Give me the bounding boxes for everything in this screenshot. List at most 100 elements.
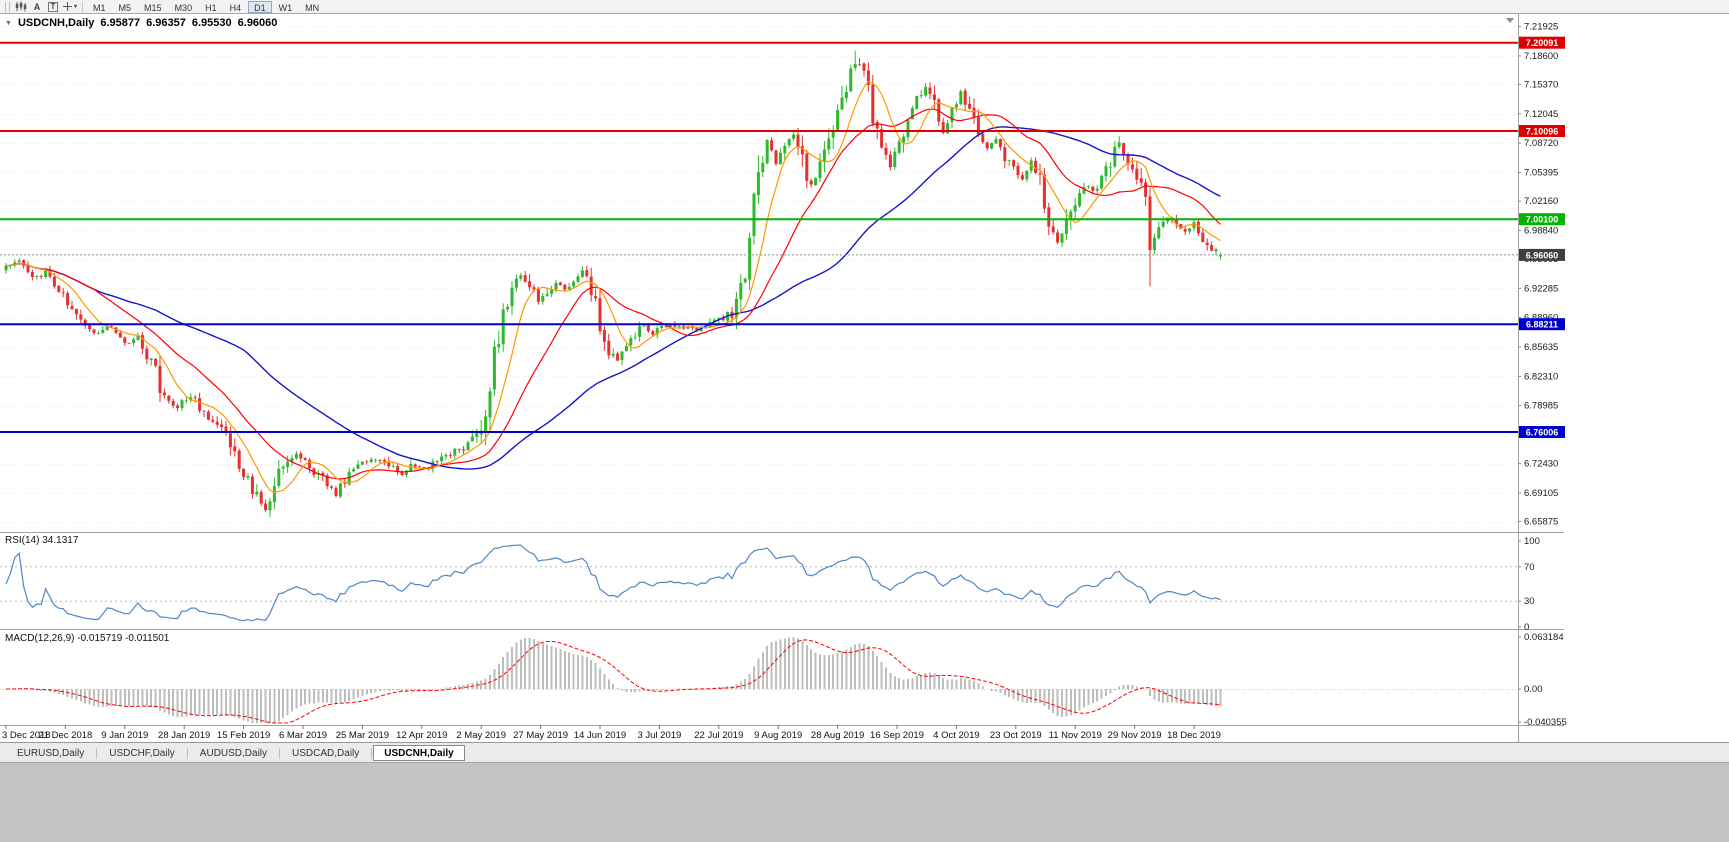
chart-canvas[interactable]: 7.21925 7.18600 7.15370 7.12045 7.08720 7.053… [0,14,1729,742]
time-axis-label: 28 Jan 2019 [158,730,210,741]
svg-text:7.00100: 7.00100 [1526,215,1559,225]
chart-tab-usdchf[interactable]: USDCHF,Daily [109,748,175,759]
chart-shift-marker[interactable] [1506,18,1514,23]
candlestick-series[interactable] [4,50,1222,517]
macd-axis-label: 0.00 [1524,684,1543,695]
text-label-tool-letter: A [33,1,41,12]
tab-separator [186,747,188,759]
timeframe-buttons: M1 M5 M15 M30 H1 H4 D1 W1 MN [87,0,325,13]
price-axis-label: 6.98840 [1524,225,1558,236]
price-axis-label: 7.21925 [1524,21,1558,32]
chart-tab-usdcnh[interactable]: USDCNH,Daily [373,745,465,761]
price-tag: 7.00100 [1519,213,1565,226]
price-tag: 7.10096 [1519,125,1565,137]
time-axis-label: 2 May 2019 [456,730,506,741]
macd-label: MACD(12,26,9) -0.015719 -0.011501 [5,633,170,644]
price-tag: 6.96060 [1519,248,1565,261]
toolbar-grip[interactable] [5,1,10,12]
dropdown-caret-icon: ▾ [74,4,78,10]
timeframe-d1[interactable]: D1 [248,0,272,13]
chart-tab-usdcad[interactable]: USDCAD,Daily [292,748,360,759]
timeframe-m1[interactable]: M1 [93,2,106,13]
macd-axis-label: -0.040355 [1524,717,1567,728]
quote-low: 6.95530 [191,17,232,29]
text-label-tool-icon[interactable]: A [30,1,44,13]
one-click-collapse-icon[interactable]: ▼ [5,19,12,27]
time-axis-label: 29 Nov 2019 [1108,730,1162,741]
symbol-name: USDCNH,Daily [17,17,95,29]
price-axis-label: 7.18600 [1524,51,1558,62]
timeframe-h4[interactable]: H4 [229,2,242,13]
price-axis-label: 6.69105 [1524,488,1558,499]
rsi-axis-label: 0 [1524,622,1529,633]
grid-lines [0,26,1518,523]
time-axis-label: 12 Apr 2019 [396,730,447,741]
time-axis-label: 15 Feb 2019 [217,730,270,741]
price-tag: 6.76006 [1519,426,1565,438]
rsi-axis-label: 30 [1524,596,1535,607]
rsi-pane: 100 70 30 0 [0,536,1540,633]
price-axis-label: 6.88960 [1524,313,1558,324]
symbol-ohlc-line: ▼ USDCNH,Daily 6.95877 6.96357 6.95530 6… [5,17,277,29]
price-axis-label: 7.12045 [1524,109,1558,120]
time-axis-label: 11 Nov 2019 [1049,730,1102,741]
time-axis-label: 18 Dec 2019 [1167,730,1221,741]
text-box-tool-icon[interactable]: T [46,1,60,13]
pane-separators[interactable] [0,14,1564,742]
ma-fast-line[interactable] [5,80,1221,494]
timeframe-mn[interactable]: MN [305,2,320,13]
tab-separator [371,747,373,759]
text-box-tool-letter: T [48,1,58,12]
chart-type-icon[interactable] [14,1,28,13]
chart-tab-audusd[interactable]: AUDUSD,Daily [199,748,268,759]
svg-text:6.88211: 6.88211 [1526,320,1558,330]
time-axis-label: 27 May 2019 [513,730,568,741]
time-axis-label: 22 Jul 2019 [694,730,743,741]
price-axis-label: 6.65875 [1524,517,1558,528]
time-axis-label: 3 Jul 2019 [637,730,681,741]
price-axis-label: 6.78985 [1524,401,1558,412]
price-tag: 7.20091 [1519,36,1565,49]
chart-window[interactable]: 7.21925 7.18600 7.15370 7.12045 7.08720 7.053… [0,14,1729,742]
price-axis-label: 7.05395 [1524,167,1558,178]
time-axis-label: 14 Jun 2019 [574,730,626,741]
time-axis-label: 9 Aug 2019 [754,730,802,741]
time-axis-label: 9 Jan 2019 [101,730,148,741]
top-toolbar: A T ▾ M1 M5 M15 M30 H1 H4 D1 W1 MN [0,0,1729,14]
price-axis-label: 6.82310 [1524,371,1558,382]
time-axis-label: 4 Oct 2019 [933,730,979,741]
chart-tabs-bar: EURUSD,Daily USDCHF,Daily AUDUSD,Daily USDC… [0,742,1729,762]
horizontal-levels[interactable] [0,41,1518,433]
ma-mid-line[interactable] [5,108,1221,480]
tab-separator [279,747,281,759]
rsi-label: RSI(14) 34.1317 [5,535,79,546]
ma-slow-line[interactable] [5,126,1221,470]
crosshair-tool-icon[interactable]: ▾ [62,1,77,13]
time-axis-label: 6 Mar 2019 [279,730,327,741]
price-axis-label: 7.15370 [1524,79,1558,90]
svg-text:6.76006: 6.76006 [1526,428,1559,438]
tab-separator [96,747,98,759]
quote-open: 6.95877 [100,17,141,29]
price-axis-label: 7.02160 [1524,196,1558,207]
timeframe-h1[interactable]: H1 [205,2,217,13]
time-axis-label: 28 Aug 2019 [811,730,864,741]
svg-text:6.96060: 6.96060 [1526,250,1559,260]
time-axis-label: 16 Sep 2019 [870,730,924,741]
macd-axis-label: 0.063184 [1524,632,1564,643]
price-tag: 6.88211 [1519,318,1565,331]
timeframe-w1[interactable]: W1 [278,2,293,13]
rsi-line[interactable] [5,544,1221,622]
price-axis-label: 6.72430 [1524,459,1558,470]
price-axis[interactable]: 7.21925 7.18600 7.15370 7.12045 7.08720 7.053… [1518,21,1565,528]
macd-pane: 0.063184 0.00 -0.040355 [0,632,1567,728]
timeframe-m15[interactable]: M15 [144,2,162,13]
quote-close: 6.96060 [237,17,278,29]
timeframe-m30[interactable]: M30 [174,2,193,13]
timeframe-m5[interactable]: M5 [118,2,132,13]
rsi-axis-label: 100 [1524,536,1540,547]
workspace-background [0,762,1729,842]
chart-tab-eurusd[interactable]: EURUSD,Daily [17,748,85,759]
toolbar-separator [82,1,84,12]
